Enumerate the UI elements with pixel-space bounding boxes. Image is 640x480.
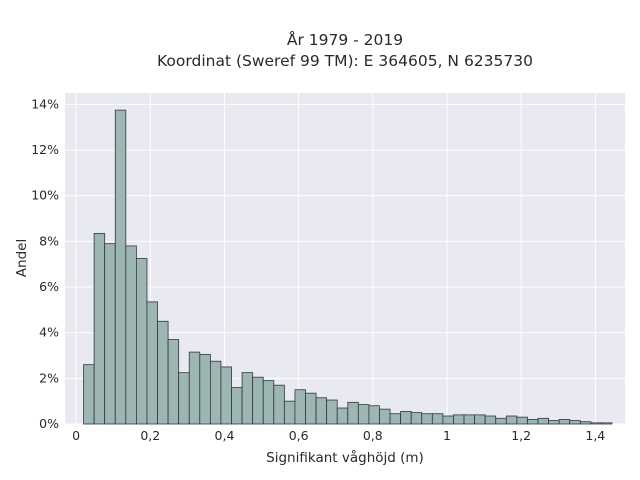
y-tick-label: 4% (39, 325, 59, 340)
y-tick-label: 6% (39, 279, 59, 294)
histogram-bar (135, 258, 148, 425)
x-tick-label: 0,8 (363, 428, 383, 443)
histogram-bar (368, 405, 380, 425)
chart-subtitle: Koordinat (Sweref 99 TM): E 364605, N 62… (157, 52, 533, 70)
histogram-bar (601, 422, 613, 425)
histogram-bar (505, 415, 518, 425)
x-tick-label: 0,4 (215, 428, 235, 443)
x-axis-ticks: 0 0,2 0,4 0,6 0,8 1 1,2 1,4 (72, 428, 605, 443)
histogram-bar (484, 415, 497, 425)
histogram-bars (83, 109, 613, 425)
y-tick-label: 10% (31, 188, 59, 203)
histogram-bar (209, 360, 222, 425)
histogram-bar (410, 412, 423, 425)
histogram-bar (262, 380, 275, 425)
x-tick-label: 0,6 (289, 428, 309, 443)
histogram-bar (548, 420, 560, 425)
histogram-bar (569, 420, 581, 425)
y-tick-label: 14% (31, 96, 59, 111)
histogram-bar (453, 414, 465, 425)
histogram-bar (83, 364, 95, 425)
histogram-bar (199, 353, 211, 425)
y-tick-label: 8% (39, 233, 59, 248)
histogram-bar (495, 417, 507, 425)
histogram-bar (347, 401, 359, 425)
y-axis-ticks: 0% 2% 4% 6% 8% 10% 12% 14% (31, 96, 59, 431)
histogram-bar (400, 411, 412, 425)
x-tick-label: 1,4 (585, 428, 605, 443)
histogram-bar (421, 413, 433, 425)
histogram-bar (146, 301, 158, 425)
histogram-bar (220, 366, 232, 425)
histogram-bar (558, 419, 571, 425)
histogram-bar (537, 417, 550, 425)
histogram-bar (294, 389, 306, 425)
histogram-bar (315, 397, 328, 425)
histogram-bar (231, 387, 243, 425)
histogram-bar (463, 414, 476, 425)
histogram-bar (326, 399, 338, 425)
x-axis-label: Signifikant våghöjd (m) (266, 449, 424, 466)
histogram-bar (442, 415, 454, 425)
histogram-bar (516, 416, 528, 425)
chart-title: År 1979 - 2019 (287, 30, 403, 49)
y-axis-label: Andel (14, 239, 30, 277)
histogram-bar (93, 232, 106, 425)
histogram-bar (389, 413, 402, 425)
histogram-bar (283, 400, 296, 425)
histogram-bar (357, 404, 370, 425)
histogram-bar (305, 392, 317, 425)
histogram-bar (104, 243, 116, 425)
histogram-bar (125, 245, 137, 425)
histogram-bar (178, 372, 190, 425)
histogram-bar (273, 384, 285, 425)
histogram-bar (527, 419, 539, 425)
y-tick-label: 12% (31, 142, 59, 157)
histogram-bar (336, 407, 349, 425)
histogram-bar (241, 372, 254, 425)
histogram-bar (188, 351, 201, 425)
histogram-bar (379, 408, 391, 425)
histogram-bar (590, 422, 602, 425)
histogram-bar (252, 376, 264, 425)
histogram-bar (579, 421, 592, 425)
histogram-bar (157, 320, 169, 425)
y-tick-label: 0% (39, 416, 59, 431)
histogram-bar (431, 413, 444, 425)
histogram-bar (167, 339, 180, 425)
y-tick-label: 2% (39, 370, 59, 385)
x-tick-label: 0 (72, 428, 80, 443)
x-tick-label: 1 (443, 428, 451, 443)
histogram-bar (114, 109, 127, 425)
x-tick-label: 0,2 (140, 428, 160, 443)
x-tick-label: 1,2 (511, 428, 531, 443)
histogram-bar (474, 414, 486, 425)
